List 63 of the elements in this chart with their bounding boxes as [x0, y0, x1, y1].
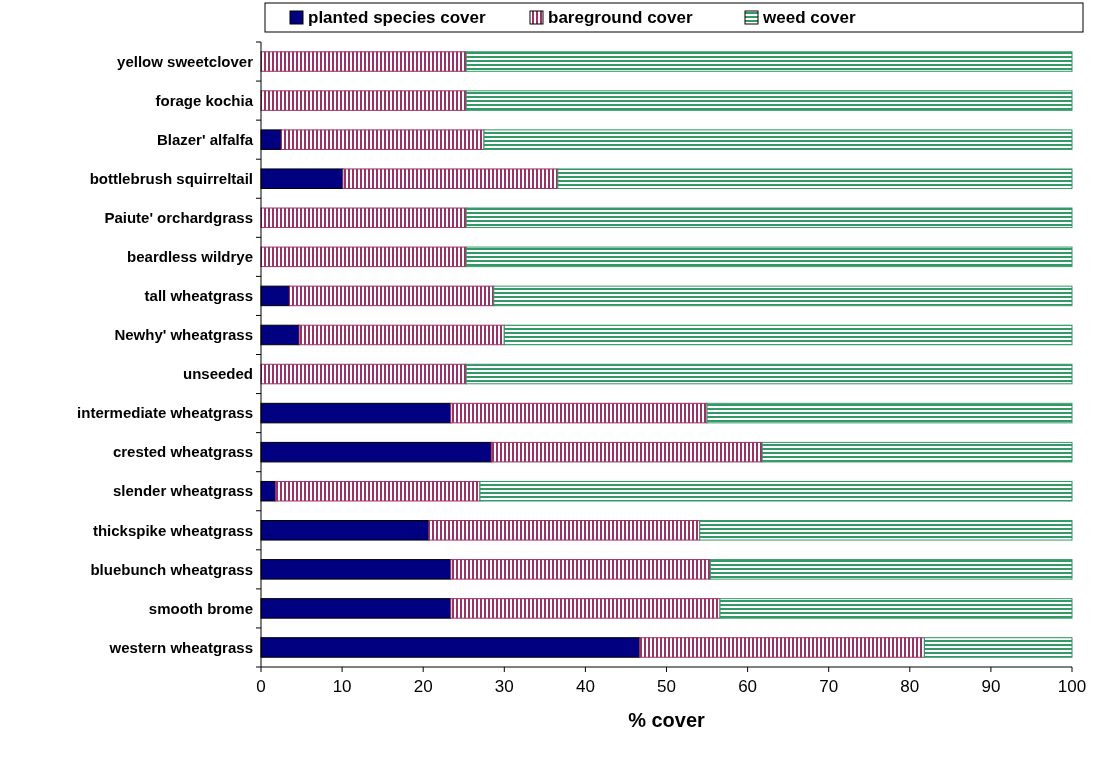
y-tick-label: slender wheatgrass [112, 482, 253, 500]
x-tick-label: 50 [657, 677, 676, 696]
bar [275, 480, 481, 502]
bar [260, 246, 467, 268]
bar [761, 441, 1073, 463]
x-tick-label: 60 [738, 677, 758, 696]
bar [450, 598, 721, 619]
y-tick-label: bottlebrush squirreltail [89, 169, 253, 187]
bar [465, 90, 1073, 111]
bar [639, 637, 925, 658]
y-tick-label: crested wheatgrass [112, 443, 253, 461]
y-tick-label: bluebunch wheatgrass [90, 560, 253, 578]
x-tick-label: 30 [494, 677, 514, 696]
x-tick-label: 0 [256, 677, 266, 696]
bar [298, 324, 505, 346]
bar [260, 51, 467, 72]
y-tick-label: intermediate wheatgrass [77, 404, 253, 422]
y-tick-label: western wheatgrass [108, 638, 253, 656]
y-tick-label: Paiute' orchardgrass [104, 209, 253, 227]
bar [260, 207, 467, 229]
bar [450, 402, 708, 424]
bar [706, 402, 1073, 424]
x-axis-title: % cover [628, 709, 706, 731]
y-tick-label: beardless wildrye [127, 248, 253, 266]
bar [342, 168, 559, 189]
y-tick-label: smooth brome [148, 599, 253, 617]
bar [280, 129, 485, 150]
y-tick-label: unseeded [182, 365, 253, 383]
x-tick-label: 20 [413, 677, 433, 696]
y-tick-label: Newhy' wheatgrass [114, 326, 253, 344]
bar [493, 285, 1073, 307]
y-tick-label: tall wheatgrass [144, 287, 253, 305]
bar [557, 168, 1073, 189]
legend-label: bareground cover [548, 8, 693, 28]
y-tick-label: forage kochia [155, 91, 254, 109]
bar [923, 637, 1073, 658]
bar [503, 324, 1073, 346]
x-tick-label: 40 [575, 677, 595, 696]
bar [465, 51, 1073, 72]
bar [450, 559, 711, 580]
x-tick-label: 10 [332, 677, 352, 696]
bar [288, 285, 495, 307]
bar [719, 598, 1073, 619]
bar [260, 363, 467, 385]
x-tick-label: 100 [1057, 677, 1087, 696]
bar [490, 441, 763, 463]
y-tick-label: yellow sweetclover [117, 52, 254, 70]
bar [465, 207, 1073, 229]
bar [465, 246, 1073, 268]
bar [428, 520, 701, 541]
legend-label: weed cover [762, 8, 856, 28]
bar [465, 363, 1073, 385]
x-tick-label: 90 [981, 677, 1001, 696]
bar [260, 90, 467, 111]
x-tick-label: 70 [819, 677, 839, 696]
bar [699, 520, 1073, 541]
x-tick-label: 80 [900, 677, 920, 696]
bar [709, 559, 1073, 580]
bar [479, 480, 1073, 502]
y-tick-label: Blazer' alfalfa [156, 130, 254, 148]
legend-label: planted species cover [308, 8, 487, 28]
y-tick-label: thickspike wheatgrass [92, 521, 253, 539]
bar [483, 129, 1073, 150]
